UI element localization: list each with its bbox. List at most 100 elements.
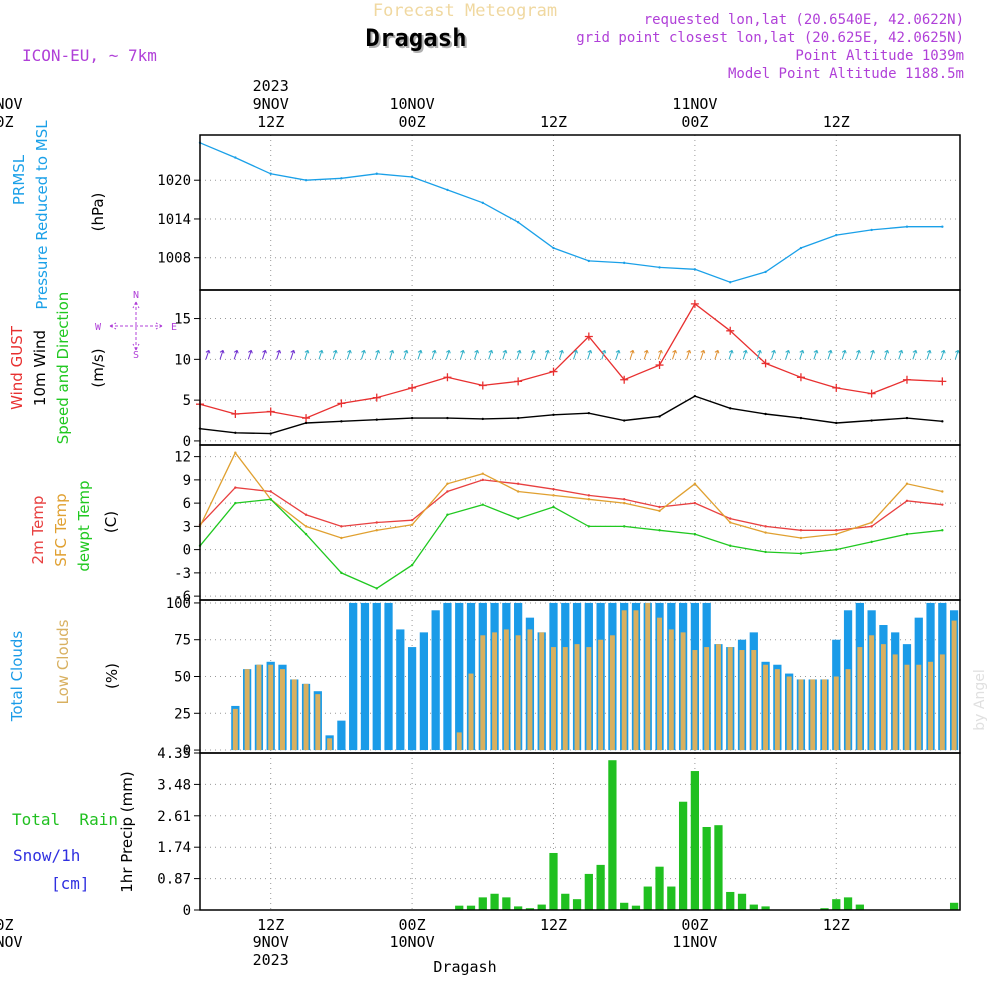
gust-marker bbox=[443, 373, 452, 382]
wind-point bbox=[693, 394, 697, 398]
wind-arrow bbox=[629, 349, 635, 360]
low-cloud-bar bbox=[244, 669, 250, 751]
wind-point bbox=[729, 407, 732, 410]
wind-arrow bbox=[346, 349, 352, 360]
t2m-point bbox=[764, 525, 767, 528]
sfc-temp-point bbox=[446, 482, 449, 485]
wind-arrow bbox=[728, 349, 734, 360]
y-tick-label: 3.48 bbox=[157, 777, 191, 793]
sfc-temp-point bbox=[340, 536, 343, 540]
rain-bar bbox=[502, 897, 511, 910]
low-cloud-bar bbox=[916, 664, 922, 751]
pressure-point bbox=[304, 179, 308, 182]
gust-marker bbox=[796, 373, 805, 382]
t2m-point bbox=[870, 525, 873, 528]
dewpt-point bbox=[516, 517, 520, 520]
low-cloud-bar bbox=[822, 679, 827, 751]
wind-point bbox=[481, 417, 484, 421]
wind-arrow bbox=[813, 349, 819, 360]
compass-arrows bbox=[109, 301, 163, 351]
wind-arrow bbox=[855, 349, 861, 360]
pressure-label: Pressure Reduced to MSL bbox=[33, 120, 51, 310]
wind-arrow bbox=[601, 349, 607, 360]
wind-arrow bbox=[841, 349, 847, 360]
y-tick-label: 6 bbox=[183, 496, 191, 512]
total-cloud-bar bbox=[443, 602, 452, 751]
wind-arrow bbox=[417, 349, 423, 360]
compass-w: W bbox=[95, 322, 102, 333]
y-tick-label: -3 bbox=[174, 566, 191, 582]
y-tick-label: 9 bbox=[183, 473, 191, 489]
wind-point bbox=[587, 411, 591, 415]
low-cloud-bar bbox=[232, 708, 238, 751]
rain-bar bbox=[678, 801, 688, 910]
total-cloud-bar bbox=[455, 602, 464, 751]
wind-arrow bbox=[530, 349, 536, 360]
wind-point bbox=[799, 416, 803, 420]
wind-arrow bbox=[445, 349, 451, 360]
y-tick-label: 1008 bbox=[157, 251, 191, 267]
low-cloud-bar bbox=[574, 644, 580, 751]
total-cloud-bar bbox=[431, 610, 440, 751]
temp-unit: (C) bbox=[102, 511, 120, 533]
gust-marker bbox=[266, 407, 275, 416]
dewpt-point bbox=[304, 532, 308, 536]
t2m-point bbox=[375, 521, 378, 524]
wind-point bbox=[870, 419, 873, 422]
compass-s: S bbox=[133, 350, 139, 361]
y-tick-label: 0 bbox=[183, 434, 191, 450]
low-cloud-bar bbox=[468, 673, 474, 751]
low-cloud-bar bbox=[727, 647, 733, 751]
t2m-point bbox=[446, 490, 449, 493]
t2m-point bbox=[410, 518, 414, 522]
top-axis-hour: 12Z bbox=[540, 113, 567, 131]
sfc-temp-point bbox=[375, 529, 378, 532]
wind-arrow bbox=[261, 349, 267, 360]
y-tick-label: 50 bbox=[174, 670, 191, 686]
pressure-point bbox=[622, 261, 626, 265]
rain-bar bbox=[855, 904, 864, 910]
top-axis-day: 11NOV bbox=[672, 95, 717, 113]
bottom-axis-hour: 12Z bbox=[257, 916, 284, 934]
low-cloud-bar bbox=[774, 669, 780, 751]
bottom-axis-hour: 00Z bbox=[0, 916, 14, 934]
pressure-point bbox=[587, 259, 591, 263]
low-cloud-bar bbox=[704, 647, 710, 751]
point-altitude: Point Altitude 1039m bbox=[795, 48, 964, 64]
gust-marker bbox=[655, 361, 664, 370]
wind-arrow bbox=[205, 349, 211, 360]
t2m-point bbox=[340, 525, 343, 528]
dewpt-point bbox=[870, 540, 873, 544]
total-cloud-bar bbox=[372, 602, 381, 751]
dewpt-point bbox=[905, 532, 909, 536]
y-tick-label: 4.35 bbox=[157, 746, 191, 762]
t2m-point bbox=[941, 503, 944, 506]
gust-marker bbox=[584, 332, 593, 341]
gust-marker bbox=[302, 414, 311, 423]
low-cloud-bar bbox=[268, 664, 274, 751]
wind-arrow bbox=[516, 349, 522, 360]
total-cloud-bar bbox=[337, 720, 346, 751]
pressure-point bbox=[729, 281, 732, 284]
gust-marker bbox=[372, 393, 381, 402]
wind-point bbox=[269, 432, 272, 435]
pressure-point bbox=[269, 172, 272, 175]
wind-point bbox=[234, 431, 237, 434]
low-cloud-bar bbox=[845, 669, 851, 751]
y-tick-label: 0 bbox=[183, 543, 191, 559]
total-cloud-bar bbox=[419, 632, 428, 751]
low-cloud-bar bbox=[904, 664, 910, 751]
pressure-point bbox=[234, 156, 237, 159]
pressure-line bbox=[199, 142, 943, 283]
low-cloud-bar bbox=[880, 644, 886, 751]
low-cloud-bar bbox=[515, 635, 521, 751]
dewpt-point bbox=[693, 532, 697, 536]
rain-bar bbox=[490, 893, 499, 910]
y-tick-label: 1020 bbox=[157, 173, 191, 189]
low-cloud-bar bbox=[892, 654, 898, 751]
t2m-point bbox=[658, 505, 661, 509]
snow-label: Snow/1h bbox=[13, 846, 80, 865]
low-cloud-bar bbox=[833, 676, 839, 751]
low-cloud-bar bbox=[657, 617, 663, 751]
bottom-axis-day: 12NOV bbox=[0, 933, 23, 951]
